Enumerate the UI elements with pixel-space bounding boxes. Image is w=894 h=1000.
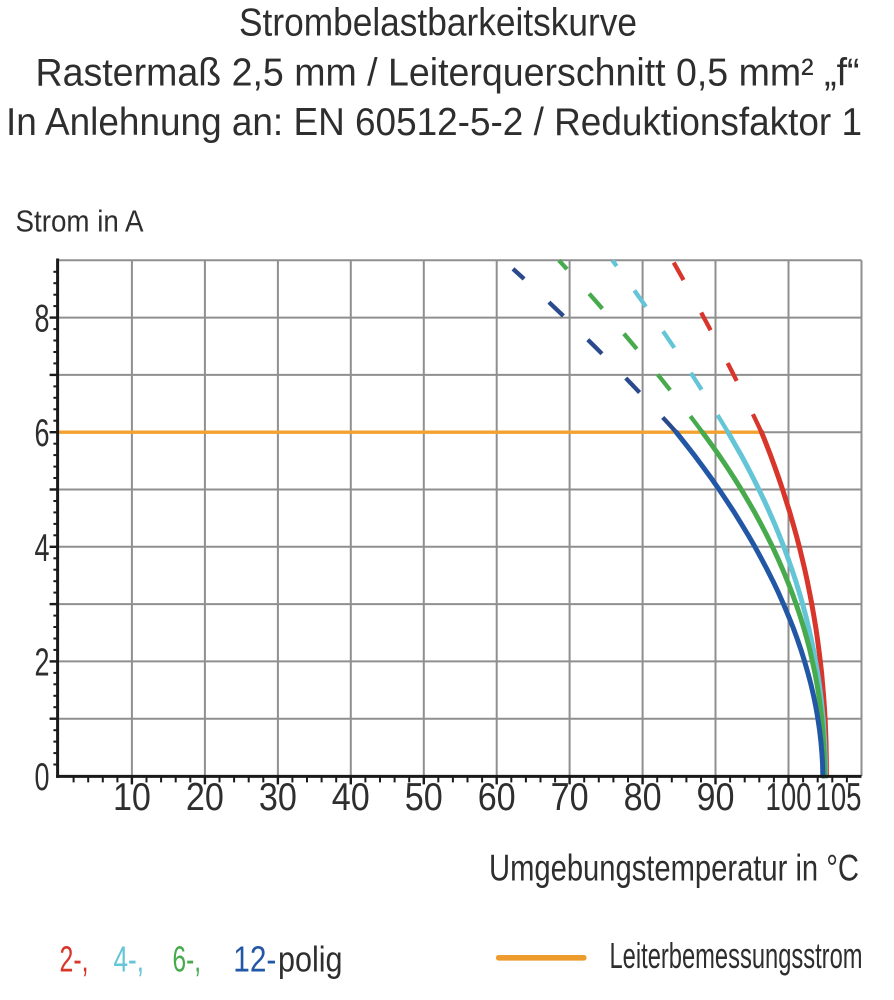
svg-text:Umgebungstemperatur in °C: Umgebungstemperatur in °C [489, 848, 859, 889]
svg-text:30: 30 [259, 776, 297, 819]
svg-text:60: 60 [478, 776, 516, 819]
svg-text:40: 40 [332, 776, 370, 819]
svg-text:Strombelastbarkeitskurve: Strombelastbarkeitskurve [239, 1, 637, 44]
svg-text:6: 6 [35, 412, 50, 455]
svg-text:Strom in A: Strom in A [16, 204, 144, 239]
svg-text:105: 105 [816, 776, 862, 819]
svg-text:2: 2 [35, 641, 50, 684]
svg-text:Rastermaß 2,5 mm / Leiterquers: Rastermaß 2,5 mm / Leiterquerschnitt 0,5… [36, 52, 860, 95]
svg-text:6-,: 6-, [173, 939, 202, 980]
svg-text:100: 100 [766, 776, 812, 819]
svg-text:20: 20 [186, 776, 224, 819]
svg-text:8: 8 [35, 298, 50, 341]
svg-text:4-,: 4-, [114, 939, 145, 980]
svg-text:0: 0 [35, 756, 50, 799]
svg-text:50: 50 [405, 776, 443, 819]
svg-text:90: 90 [697, 776, 735, 819]
svg-text:In Anlehnung an: EN 60512-5-2: In Anlehnung an: EN 60512-5-2 / Reduktio… [6, 101, 862, 144]
svg-text:polig: polig [278, 939, 343, 980]
svg-text:2-,: 2-, [60, 939, 89, 980]
svg-text:80: 80 [624, 776, 662, 819]
svg-text:Leiterbemessungsstrom: Leiterbemessungsstrom [610, 935, 863, 976]
svg-text:10: 10 [113, 776, 151, 819]
svg-text:12-: 12- [233, 939, 276, 980]
svg-text:70: 70 [551, 776, 589, 819]
svg-text:4: 4 [35, 527, 50, 570]
